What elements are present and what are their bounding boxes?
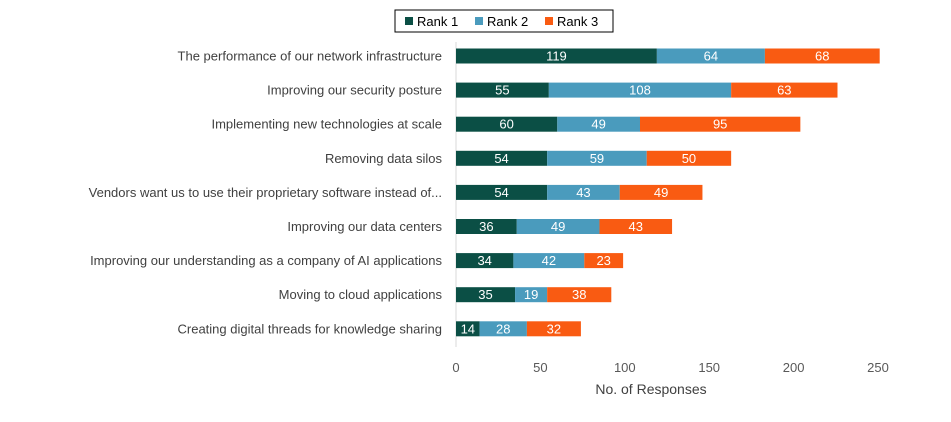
bar-value-label: 49 <box>551 219 565 234</box>
bar-value-label: 23 <box>596 253 610 268</box>
bar-segment-rank-3 <box>646 150 732 166</box>
category-label: Improving our security posture <box>267 83 442 98</box>
category-label: Vendors want us to use their proprietary… <box>89 185 442 200</box>
bar-value-label: 49 <box>591 117 605 132</box>
legend-label-2: Rank 2 <box>487 14 528 29</box>
legend-box <box>394 9 614 33</box>
bar-value-label: 119 <box>546 49 567 64</box>
x-tick-label: 250 <box>867 360 889 375</box>
bar-value-label: 63 <box>777 83 791 98</box>
bar-segment-rank-1 <box>456 48 657 64</box>
category-label: Improving our data centers <box>287 219 442 234</box>
bar-segment-rank-1 <box>456 150 548 166</box>
x-tick-label: 0 <box>452 360 459 375</box>
legend-swatch-1 <box>405 17 413 25</box>
bar-segment-rank-2 <box>515 287 548 303</box>
bar-segment-rank-3 <box>599 219 673 234</box>
bar-value-label: 64 <box>704 49 718 64</box>
category-label: Moving to cloud applications <box>279 287 443 302</box>
category-label: Implementing new technologies at scale <box>211 117 442 132</box>
bar-segment-rank-1 <box>456 184 548 200</box>
bar-segment-rank-3 <box>731 82 838 98</box>
legend-label-1: Rank 1 <box>417 14 458 29</box>
x-tick-label: 150 <box>698 360 720 375</box>
category-label: Creating digital threads for knowledge s… <box>178 321 443 336</box>
bar-value-label: 60 <box>499 117 513 132</box>
bar-segment-rank-3 <box>526 321 581 337</box>
bar-segment-rank-2 <box>547 184 620 200</box>
bar-value-label: 35 <box>478 287 492 302</box>
bar-value-label: 95 <box>713 117 727 132</box>
bar-segment-rank-3 <box>764 48 880 64</box>
bar-segment-rank-3 <box>619 184 703 200</box>
category-label: Improving our understanding as a company… <box>90 253 442 268</box>
bar-segment-rank-1 <box>456 116 558 132</box>
bar-value-label: 50 <box>682 151 696 166</box>
bar-segment-rank-1 <box>456 287 516 303</box>
bar-segment-rank-2 <box>513 253 585 269</box>
category-label: The performance of our network infrastru… <box>178 49 442 64</box>
bar-segment-rank-2 <box>547 150 647 166</box>
bar-value-label: 43 <box>576 185 590 200</box>
bar-value-label: 59 <box>590 151 604 166</box>
x-tick-label: 200 <box>783 360 805 375</box>
bar-value-label: 68 <box>815 49 829 64</box>
legend-swatch-2 <box>475 17 483 25</box>
x-axis-title: No. of Responses <box>595 381 706 397</box>
bar-segment-rank-2 <box>548 82 732 98</box>
bar-value-label: 34 <box>477 253 491 268</box>
bar-segment-rank-3 <box>584 253 624 269</box>
bar-value-label: 49 <box>654 185 668 200</box>
bar-value-label: 36 <box>479 219 493 234</box>
bar-value-label: 55 <box>495 83 509 98</box>
bar-segment-rank-2 <box>656 48 765 64</box>
legend-swatch-3 <box>545 17 553 25</box>
bar-segment-rank-3 <box>639 116 801 132</box>
bar-segment-rank-1 <box>456 82 549 98</box>
x-tick-label: 100 <box>614 360 636 375</box>
bar-segment-rank-2 <box>516 219 600 234</box>
bar-value-label: 14 <box>461 321 475 336</box>
category-label: Removing data silos <box>325 151 443 166</box>
bar-value-label: 43 <box>629 219 643 234</box>
bar-segment-rank-2 <box>557 116 640 132</box>
bar-value-label: 19 <box>524 287 538 302</box>
bar-segment-rank-1 <box>456 321 480 337</box>
bar-value-label: 32 <box>547 321 561 336</box>
bar-segment-rank-3 <box>547 287 612 303</box>
bar-value-label: 54 <box>494 185 508 200</box>
bar-value-label: 42 <box>542 253 556 268</box>
bar-segment-rank-1 <box>456 253 514 269</box>
bar-value-label: 108 <box>629 83 651 98</box>
bar-value-label: 38 <box>572 287 586 302</box>
bar-segment-rank-1 <box>456 219 517 234</box>
bar-segment-rank-2 <box>479 321 527 337</box>
bar-value-label: 54 <box>494 151 508 166</box>
bar-value-label: 28 <box>496 321 510 336</box>
legend-label-3: Rank 3 <box>557 14 598 29</box>
x-tick-label: 50 <box>533 360 547 375</box>
